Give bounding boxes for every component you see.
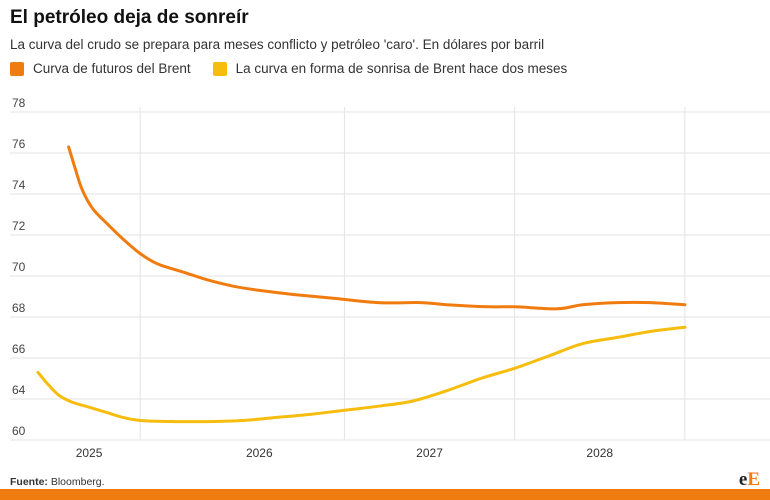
- legend-item-brent-futures: Curva de futuros del Brent: [10, 61, 191, 76]
- logo-part1: e: [738, 469, 748, 490]
- legend-label-brent-smile: La curva en forma de sonrisa de Brent ha…: [235, 61, 568, 76]
- source-text: Bloomberg.: [50, 476, 105, 488]
- chart-title: El petróleo deja de sonreír: [10, 7, 249, 28]
- chart-subtitle: La curva del crudo se prepara para meses…: [10, 37, 545, 52]
- y-tick-label-68: 68: [12, 301, 26, 315]
- x-tick-label-2028: 2028: [586, 446, 613, 460]
- legend-swatch-brent-smile: [212, 61, 227, 76]
- y-tick-label-74: 74: [12, 178, 26, 192]
- series-line-brent-smile: [36, 325, 687, 424]
- y-tick-label-70: 70: [12, 260, 26, 274]
- source-note: Fuente: Bloomberg.: [10, 476, 105, 488]
- y-tick-label-78: 78: [12, 96, 26, 110]
- y-tick-label-72: 72: [12, 219, 26, 233]
- legend-item-brent-smile: La curva en forma de sonrisa de Brent ha…: [212, 61, 568, 76]
- legend: Curva de futuros del Brent La curva en f…: [10, 61, 567, 76]
- brand-logo: eE: [739, 469, 760, 491]
- legend-swatch-brent-futures: [10, 61, 24, 76]
- series-line-brent-futures: [67, 145, 687, 311]
- footer-bar: [0, 489, 770, 500]
- x-tick-label-2025: 2025: [76, 446, 103, 460]
- x-tick-label-2026: 2026: [246, 446, 273, 460]
- x-tick-label-2027: 2027: [416, 446, 443, 460]
- y-tick-label-66: 66: [12, 342, 26, 356]
- y-tick-label-64: 64: [12, 383, 26, 397]
- logo-part2: E: [747, 469, 760, 490]
- y-tick-label-76: 76: [12, 137, 26, 151]
- y-tick-label-60: 60: [12, 424, 26, 438]
- source-label: Fuente:: [10, 476, 48, 488]
- legend-label-brent-futures: Curva de futuros del Brent: [33, 61, 191, 76]
